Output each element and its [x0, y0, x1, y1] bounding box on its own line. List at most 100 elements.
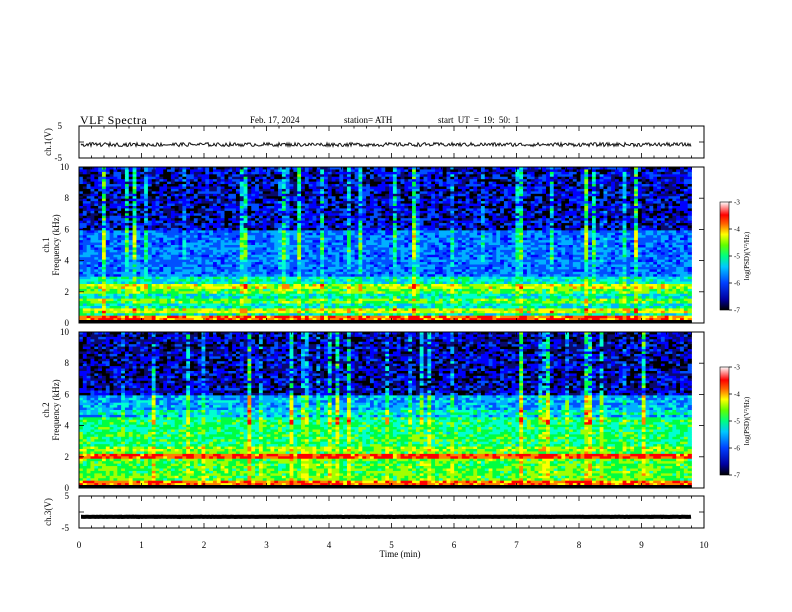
spectrogram-cell — [561, 230, 570, 234]
spectrogram-cell — [672, 237, 681, 241]
spectrogram-cell — [258, 196, 264, 200]
spectrogram-cell — [117, 176, 122, 180]
spectrogram-cell — [186, 262, 199, 265]
spectrogram-cell — [224, 262, 237, 265]
spectrogram-cell — [163, 193, 168, 197]
spectrogram-cell — [266, 171, 271, 175]
ch1-waveform-line — [80, 140, 692, 149]
spectrogram-cell — [561, 171, 570, 175]
spectrogram-cell — [442, 220, 447, 224]
spectrogram-cell — [614, 186, 620, 190]
spectrogram-cell — [450, 203, 455, 207]
spectrogram-cell — [431, 186, 436, 190]
spectrogram-cell — [657, 232, 662, 236]
spectrogram-cell — [480, 186, 486, 190]
spectrogram-cell — [304, 181, 310, 185]
spectrogram-cell — [304, 254, 310, 258]
spectrogram-cell — [526, 184, 532, 187]
spectrogram-cell — [197, 191, 222, 195]
spectrogram-cell — [630, 220, 635, 224]
spectrogram-cell — [435, 247, 440, 251]
spectrogram-cell — [412, 167, 417, 170]
spectrogram-cell — [109, 208, 118, 212]
spectrogram-cell — [155, 196, 160, 200]
spectrogram-cell — [128, 174, 133, 178]
spectrogram-cell — [446, 240, 451, 243]
spectrogram-cell — [293, 176, 298, 180]
spectrogram-cell — [220, 188, 229, 192]
spectrogram-cell — [480, 259, 486, 263]
spectrogram-cell — [657, 235, 662, 239]
spectrogram-cell — [128, 193, 133, 197]
spectrogram-cell — [369, 198, 375, 202]
spectrogram-cell — [243, 252, 248, 256]
spectrogram-cell — [105, 227, 111, 231]
spectrogram-cell — [182, 249, 187, 253]
spectrogram-cell — [614, 191, 623, 195]
spectrogram-cell — [136, 169, 141, 173]
spectrogram-cell — [549, 201, 562, 204]
spectrogram-cell — [488, 208, 493, 212]
spectrogram-cell — [569, 193, 574, 197]
spectrogram-cell — [649, 181, 654, 185]
spectrogram-cell — [683, 245, 689, 248]
spectrogram-cell — [419, 225, 436, 229]
spectrogram-cell — [576, 235, 581, 239]
spectrogram-cell — [308, 176, 313, 180]
spectrogram-cell — [140, 220, 145, 224]
spectrogram-cell — [664, 198, 669, 202]
spectrogram-cell — [496, 203, 505, 207]
spectrogram-cell — [392, 179, 398, 183]
spectrogram-cell — [660, 225, 669, 229]
spectrogram-cell — [630, 191, 635, 195]
spectrogram-cell — [389, 203, 394, 207]
spectrogram-cell — [209, 247, 218, 251]
spectrogram-cell — [454, 235, 470, 239]
spectrogram-cell — [124, 259, 130, 263]
spectrogram-cell — [549, 235, 555, 239]
spectrogram-cell — [132, 264, 137, 268]
spectrogram-cell — [469, 191, 474, 195]
spectrogram-cell — [580, 179, 585, 183]
spectrogram-cell — [492, 193, 497, 197]
spectrogram-cell — [515, 191, 524, 195]
spectrogram-cell — [526, 203, 532, 207]
spectrogram-cell — [523, 203, 528, 207]
spectrogram-cell — [477, 257, 482, 261]
spectrogram-cell — [473, 257, 478, 261]
spectrogram-cell — [404, 240, 409, 243]
spectrogram-cell — [523, 227, 528, 231]
spectrogram-cell — [676, 223, 689, 226]
spectrogram-cell — [144, 191, 149, 195]
spectrogram-cell — [396, 174, 401, 178]
spectrogram-cell — [523, 169, 539, 173]
spectrogram-cell — [243, 184, 248, 187]
spectrogram-cell — [657, 227, 662, 231]
spectrogram-cell — [672, 223, 677, 226]
spectrogram-cell — [155, 252, 160, 256]
spectrogram-cell — [530, 223, 535, 226]
spectrogram-cell — [557, 188, 562, 192]
spectrogram-cell — [369, 186, 386, 190]
spectrogram-cell — [634, 201, 639, 204]
spectrogram-cell — [469, 210, 474, 214]
spectrogram-cell — [144, 208, 149, 212]
spectrogram-cell — [392, 169, 398, 173]
spectrogram-cell — [530, 193, 547, 197]
spectrogram-cell — [209, 220, 214, 224]
spectrogram-cell — [285, 232, 290, 236]
spectrogram-cell — [285, 225, 290, 229]
spectrogram-cell — [239, 196, 245, 200]
spectrogram-cell — [676, 257, 681, 261]
spectrogram-cell — [312, 218, 317, 222]
spectrogram-cell — [530, 252, 535, 256]
spectrogram-cell — [209, 171, 214, 175]
spectrogram-cell — [412, 181, 417, 185]
spectrogram-cell — [412, 179, 417, 183]
spectrogram-cell — [591, 249, 597, 253]
spectrogram-cell — [389, 206, 405, 209]
spectrogram-cell — [121, 196, 126, 200]
spectrogram-cell — [649, 249, 654, 253]
spectrogram-cell — [488, 184, 493, 187]
spectrogram-cell — [626, 176, 631, 180]
